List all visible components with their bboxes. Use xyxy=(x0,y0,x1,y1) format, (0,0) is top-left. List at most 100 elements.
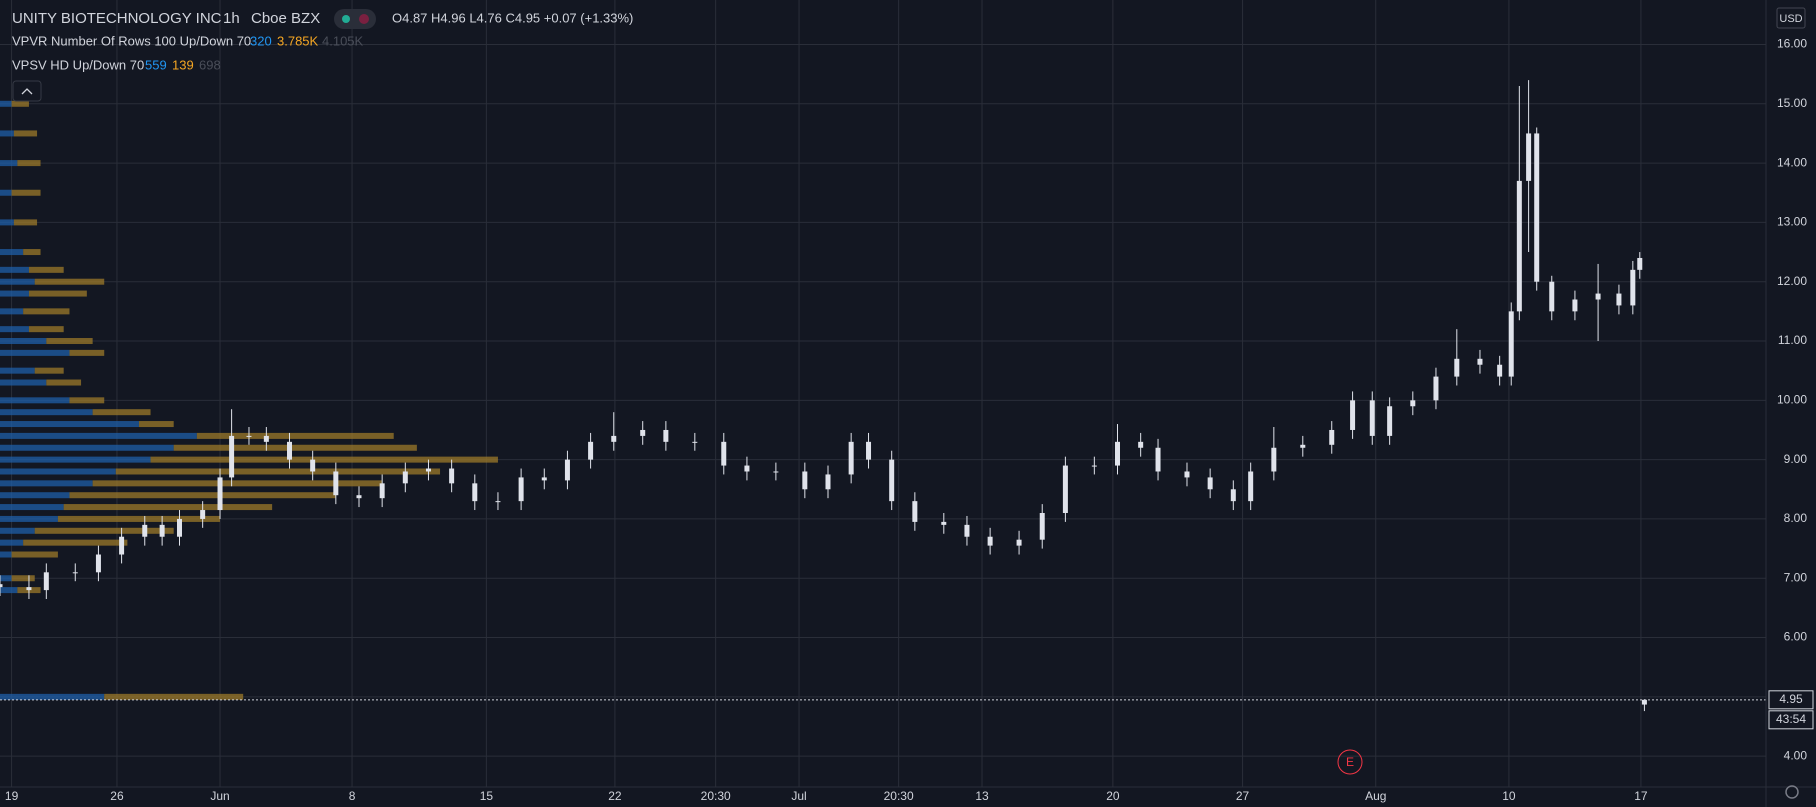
x-tick-label: 20 xyxy=(1106,789,1120,803)
candle-body xyxy=(802,471,808,490)
profile-down-bar xyxy=(11,575,35,582)
x-tick-label: Jul xyxy=(791,789,806,803)
profile-down-bar xyxy=(46,338,93,345)
x-tick-label: Aug xyxy=(1365,789,1386,803)
profile-down-bar xyxy=(92,409,151,416)
profile-up-bar xyxy=(0,480,93,487)
profile-up-bar xyxy=(0,397,70,404)
profile-up-bar xyxy=(0,290,29,297)
collapse-button[interactable] xyxy=(12,80,42,102)
y-tick-label: 11.00 xyxy=(1778,333,1807,347)
profile-up-bar xyxy=(0,219,14,226)
settings-icon[interactable] xyxy=(1785,785,1799,799)
y-tick-label: 16.00 xyxy=(1777,37,1807,51)
candle-body xyxy=(1516,180,1522,312)
last-price-label: 4.95 xyxy=(1779,692,1803,706)
candle-body xyxy=(721,441,727,466)
profile-up-bar xyxy=(0,379,47,386)
candle-body xyxy=(1016,539,1022,546)
indicator-value: 559 xyxy=(145,57,167,72)
candle-body xyxy=(1454,358,1460,377)
candle-body xyxy=(142,524,148,537)
x-tick-label: 22 xyxy=(608,789,622,803)
candle-body xyxy=(1534,133,1540,282)
indicator-value: 320 xyxy=(250,33,272,48)
candle-body xyxy=(1526,133,1532,181)
currency-button[interactable] xyxy=(1776,7,1806,29)
profile-up-bar xyxy=(0,432,197,439)
x-tick-label: 15 xyxy=(480,789,494,803)
profile-down-bar xyxy=(34,278,105,285)
profile-up-bar xyxy=(0,249,24,256)
profile-up-bar xyxy=(0,349,70,356)
candle-body xyxy=(1039,513,1045,540)
candle-body xyxy=(72,572,78,574)
profile-up-bar xyxy=(0,266,29,273)
x-tick-label: 27 xyxy=(1236,789,1250,803)
y-tick-label: 4.00 xyxy=(1784,748,1808,762)
profile-up-bar xyxy=(0,160,18,167)
profile-down-bar xyxy=(34,367,64,374)
candle-body xyxy=(95,554,101,573)
profile-down-bar xyxy=(92,480,383,487)
candle-body xyxy=(449,468,455,484)
candle-body xyxy=(1410,400,1416,407)
profile-up-bar xyxy=(0,278,35,285)
profile-down-bar xyxy=(13,219,38,226)
profile-down-bar xyxy=(13,130,38,137)
profile-up-bar xyxy=(0,444,174,451)
candle-body xyxy=(1329,429,1335,445)
profile-down-bar xyxy=(115,468,441,475)
candle-body xyxy=(1138,441,1144,448)
profile-down-bar xyxy=(23,249,41,256)
indicator-value: 3.785K xyxy=(277,33,319,48)
candle-body xyxy=(229,435,235,478)
symbol-title[interactable]: UNITY BIOTECHNOLOGY INC xyxy=(12,10,222,27)
profile-up-bar xyxy=(0,308,24,315)
candle-body xyxy=(1477,358,1483,365)
x-tick-label: 20:30 xyxy=(701,789,731,803)
candle-body xyxy=(541,477,547,481)
candle-body xyxy=(1641,699,1647,705)
profile-down-bar xyxy=(69,492,336,499)
status-pill[interactable] xyxy=(334,9,376,29)
earnings-marker[interactable] xyxy=(1337,749,1363,775)
candle-body xyxy=(1207,477,1213,490)
candle-body xyxy=(1248,471,1254,502)
interval[interactable]: 1h xyxy=(223,10,240,27)
profile-down-bar xyxy=(28,290,87,297)
profile-up-bar xyxy=(0,575,12,582)
profile-down-bar xyxy=(196,432,394,439)
candle-body xyxy=(518,477,524,502)
y-tick-label: 8.00 xyxy=(1784,511,1808,525)
status-dot xyxy=(359,14,369,24)
candle-body xyxy=(217,477,223,511)
profile-up-bar xyxy=(0,189,12,196)
candle-body xyxy=(200,510,206,519)
y-tick-label: 14.00 xyxy=(1777,155,1807,169)
x-tick-label: 10 xyxy=(1502,789,1516,803)
settings-gear xyxy=(1785,785,1799,799)
profile-up-bar xyxy=(0,539,24,546)
candle-body xyxy=(1630,269,1636,306)
candle-body xyxy=(744,465,750,472)
candle-body xyxy=(692,441,698,443)
profile-up-bar xyxy=(0,551,12,558)
candle-body xyxy=(588,441,594,460)
candle-body xyxy=(564,459,570,481)
countdown-label: 43:54 xyxy=(1776,712,1806,726)
candle-body xyxy=(1350,400,1356,430)
candle-body xyxy=(1387,406,1393,436)
indicator-name[interactable]: VPSV HD Up/Down 70 xyxy=(12,57,144,72)
profile-up-bar xyxy=(0,367,35,374)
candle-body xyxy=(43,572,49,591)
indicator-name[interactable]: VPVR Number Of Rows 100 Up/Down 70 xyxy=(12,33,251,48)
profile-up-bar xyxy=(0,456,151,463)
candle-body xyxy=(1155,447,1161,472)
profile-up-bar xyxy=(0,100,12,107)
candle-body xyxy=(825,474,831,490)
candle-body xyxy=(1616,293,1622,306)
candle-body xyxy=(246,435,252,437)
